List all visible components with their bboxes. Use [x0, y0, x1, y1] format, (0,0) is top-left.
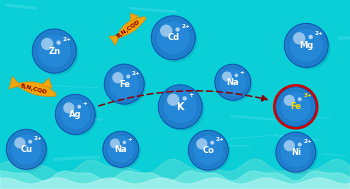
- Text: Cd: Cd: [167, 33, 179, 42]
- Circle shape: [308, 35, 313, 39]
- Circle shape: [210, 141, 214, 145]
- Polygon shape: [9, 77, 20, 89]
- Circle shape: [298, 97, 302, 101]
- Circle shape: [32, 29, 76, 73]
- Circle shape: [34, 31, 78, 75]
- Circle shape: [284, 23, 328, 67]
- Circle shape: [77, 105, 81, 109]
- Circle shape: [278, 134, 318, 174]
- Text: Na: Na: [226, 78, 239, 87]
- Circle shape: [160, 87, 204, 131]
- Circle shape: [11, 134, 41, 164]
- Circle shape: [281, 92, 311, 122]
- Circle shape: [284, 140, 295, 151]
- Circle shape: [234, 74, 238, 77]
- Circle shape: [126, 74, 130, 78]
- Circle shape: [107, 136, 134, 163]
- Circle shape: [110, 139, 120, 149]
- Circle shape: [160, 25, 172, 37]
- Text: 2+: 2+: [34, 136, 42, 141]
- Circle shape: [14, 137, 26, 149]
- Circle shape: [182, 96, 187, 101]
- Circle shape: [28, 140, 32, 144]
- Circle shape: [293, 32, 305, 44]
- Circle shape: [63, 102, 75, 114]
- Text: 2+: 2+: [182, 24, 190, 29]
- Text: Cu: Cu: [20, 145, 32, 154]
- Text: 3+: 3+: [303, 93, 312, 98]
- Text: +: +: [240, 70, 244, 75]
- Circle shape: [190, 132, 230, 172]
- Polygon shape: [130, 13, 139, 22]
- Circle shape: [219, 69, 246, 96]
- Circle shape: [158, 85, 202, 129]
- Text: 2+: 2+: [303, 139, 312, 144]
- Text: Mg: Mg: [299, 41, 313, 50]
- Polygon shape: [17, 82, 56, 96]
- Circle shape: [105, 133, 141, 169]
- Polygon shape: [117, 17, 146, 38]
- Circle shape: [8, 131, 48, 171]
- Circle shape: [298, 143, 302, 146]
- Circle shape: [286, 26, 330, 70]
- Circle shape: [196, 138, 208, 149]
- Circle shape: [276, 87, 316, 127]
- Text: +: +: [128, 137, 132, 142]
- Circle shape: [55, 94, 95, 134]
- Text: Ni: Ni: [291, 148, 301, 157]
- Text: 2+: 2+: [63, 37, 71, 42]
- Circle shape: [278, 89, 318, 129]
- Circle shape: [109, 69, 139, 99]
- Text: +: +: [83, 101, 88, 106]
- Circle shape: [157, 21, 190, 54]
- Circle shape: [122, 141, 126, 144]
- Circle shape: [188, 130, 228, 170]
- Circle shape: [222, 71, 232, 81]
- Circle shape: [112, 72, 124, 83]
- Circle shape: [167, 94, 179, 106]
- Circle shape: [103, 131, 139, 167]
- Text: +: +: [189, 91, 194, 98]
- Circle shape: [38, 35, 71, 67]
- Circle shape: [60, 99, 90, 129]
- Circle shape: [56, 40, 61, 45]
- Text: B,N,CQD: B,N,CQD: [19, 83, 47, 95]
- Text: Co: Co: [202, 146, 214, 155]
- Circle shape: [193, 135, 223, 165]
- Circle shape: [217, 66, 253, 102]
- Circle shape: [153, 18, 197, 62]
- Polygon shape: [42, 78, 52, 88]
- Text: 2+: 2+: [216, 137, 224, 142]
- Circle shape: [284, 95, 295, 106]
- Circle shape: [106, 66, 146, 106]
- Circle shape: [281, 137, 311, 167]
- Text: 2+: 2+: [132, 71, 140, 76]
- Circle shape: [215, 64, 251, 100]
- Circle shape: [175, 27, 180, 32]
- Text: Fe: Fe: [119, 80, 130, 89]
- Text: Zn: Zn: [48, 46, 60, 56]
- Circle shape: [104, 64, 144, 104]
- Circle shape: [6, 129, 46, 169]
- Text: B,N,CQD: B,N,CQD: [116, 19, 141, 39]
- Circle shape: [41, 38, 53, 50]
- Text: K: K: [176, 102, 184, 112]
- Text: Ag: Ag: [69, 110, 82, 119]
- Polygon shape: [109, 36, 119, 45]
- Text: Na: Na: [114, 145, 127, 154]
- Text: Fe: Fe: [290, 102, 301, 111]
- Circle shape: [290, 29, 323, 62]
- Text: 2+: 2+: [315, 31, 323, 36]
- Circle shape: [151, 16, 195, 60]
- Circle shape: [57, 96, 97, 136]
- Circle shape: [164, 90, 197, 123]
- Circle shape: [276, 132, 316, 172]
